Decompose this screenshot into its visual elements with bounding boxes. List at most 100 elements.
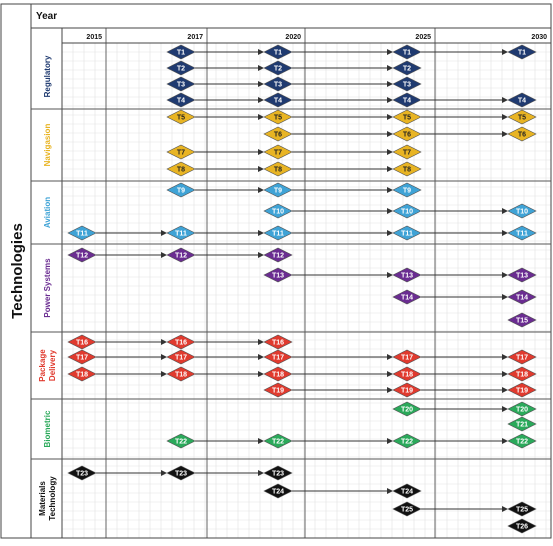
marker-label: T20 xyxy=(516,407,528,414)
diamond-shape xyxy=(166,366,196,382)
technology-marker-t7: T7 xyxy=(263,144,293,160)
marker-label: T2 xyxy=(177,66,185,73)
marker-label: T18 xyxy=(516,372,528,379)
diamond-shape xyxy=(166,109,196,125)
diamond-shape xyxy=(392,501,422,517)
technology-marker-t12: T12 xyxy=(166,247,196,263)
technology-marker-t1: T1 xyxy=(166,44,196,60)
diamond-shape xyxy=(166,225,196,241)
diamond-shape xyxy=(166,247,196,263)
technology-marker-t8: T8 xyxy=(392,161,422,177)
technology-marker-t8: T8 xyxy=(166,161,196,177)
diamond-shape xyxy=(507,518,537,534)
technology-marker-t13: T13 xyxy=(263,267,293,283)
marker-label: T25 xyxy=(401,507,413,514)
category-label-line: Aviation xyxy=(43,197,52,228)
diamond-shape xyxy=(166,433,196,449)
diamond-shape xyxy=(263,465,293,481)
year-label-2025: 2025 xyxy=(415,34,431,41)
diamond-shape xyxy=(392,76,422,92)
marker-label: T11 xyxy=(76,231,88,238)
category-label-line: Regulatory xyxy=(43,55,52,97)
marker-label: T14 xyxy=(516,295,528,302)
marker-label: T10 xyxy=(516,209,528,216)
technology-marker-t9: T9 xyxy=(166,182,196,198)
marker-label: T19 xyxy=(272,388,284,395)
diamond-shape xyxy=(67,349,97,365)
technology-marker-t20: T20 xyxy=(507,401,537,417)
marker-label: T4 xyxy=(177,98,185,105)
diamond-shape xyxy=(507,416,537,432)
marker-label: T22 xyxy=(272,439,284,446)
technology-marker-t18: T18 xyxy=(166,366,196,382)
technology-marker-t19: T19 xyxy=(507,382,537,398)
diamond-shape xyxy=(67,465,97,481)
marker-label: T14 xyxy=(401,295,413,302)
marker-label: T10 xyxy=(272,209,284,216)
technology-marker-t17: T17 xyxy=(392,349,422,365)
category-label-line: Navigasion xyxy=(43,124,52,167)
diamond-shape xyxy=(507,289,537,305)
technology-marker-t12: T12 xyxy=(67,247,97,263)
marker-label: T2 xyxy=(274,66,282,73)
diamond-shape xyxy=(507,401,537,417)
marker-label: T22 xyxy=(175,439,187,446)
marker-label: T6 xyxy=(518,132,526,139)
technology-marker-t5: T5 xyxy=(392,109,422,125)
technology-marker-t6: T6 xyxy=(392,126,422,142)
diamond-shape xyxy=(67,225,97,241)
technology-marker-t11: T11 xyxy=(166,225,196,241)
technology-marker-t11: T11 xyxy=(67,225,97,241)
marker-layer: T1 T1 T1 T1 T2 T2 T2 T3 T3 T3 T4 T4 T4 T4 T5 T5 T5 T5 T6 T6… xyxy=(67,44,537,534)
technology-marker-t2: T2 xyxy=(166,60,196,76)
diamond-shape xyxy=(392,366,422,382)
category-label-materials-technology: Materials Technology xyxy=(38,476,57,521)
marker-label: T13 xyxy=(272,273,284,280)
marker-label: T10 xyxy=(401,209,413,216)
diamond-shape xyxy=(263,349,293,365)
marker-label: T7 xyxy=(403,150,411,157)
marker-label: T3 xyxy=(177,82,185,89)
marker-label: T24 xyxy=(272,489,284,496)
marker-label: T11 xyxy=(272,231,284,238)
diamond-shape xyxy=(263,109,293,125)
marker-label: T16 xyxy=(272,340,284,347)
diamond-shape xyxy=(392,182,422,198)
marker-label: T12 xyxy=(76,253,88,260)
marker-label: T17 xyxy=(401,355,413,362)
marker-label: T18 xyxy=(272,372,284,379)
diamond-shape xyxy=(507,501,537,517)
diamond-shape xyxy=(263,267,293,283)
technology-marker-t10: T10 xyxy=(392,203,422,219)
technology-marker-t4: T4 xyxy=(392,92,422,108)
technology-marker-t12: T12 xyxy=(263,247,293,263)
marker-label: T6 xyxy=(274,132,282,139)
marker-label: T22 xyxy=(401,439,413,446)
technology-marker-t3: T3 xyxy=(392,76,422,92)
category-label-navigation: Navigasion xyxy=(43,124,52,167)
diamond-shape xyxy=(166,60,196,76)
technology-marker-t19: T19 xyxy=(392,382,422,398)
diamond-shape xyxy=(263,247,293,263)
diamond-shape xyxy=(166,349,196,365)
year-label-2017: 2017 xyxy=(187,34,203,41)
diamond-shape xyxy=(263,366,293,382)
category-label-line: Package xyxy=(38,349,47,382)
marker-label: T19 xyxy=(401,388,413,395)
marker-label: T17 xyxy=(175,355,187,362)
technology-marker-t4: T4 xyxy=(166,92,196,108)
technology-marker-t11: T11 xyxy=(392,225,422,241)
diamond-shape xyxy=(166,334,196,350)
marker-label: T4 xyxy=(518,98,526,105)
marker-label: T1 xyxy=(518,50,526,57)
technology-marker-t1: T1 xyxy=(263,44,293,60)
diamond-shape xyxy=(392,382,422,398)
diamond-shape xyxy=(166,76,196,92)
diamond-shape xyxy=(392,92,422,108)
marker-label: T8 xyxy=(403,167,411,174)
marker-label: T3 xyxy=(274,82,282,89)
marker-label: T22 xyxy=(516,439,528,446)
technology-marker-t22: T22 xyxy=(166,433,196,449)
diamond-shape xyxy=(392,60,422,76)
